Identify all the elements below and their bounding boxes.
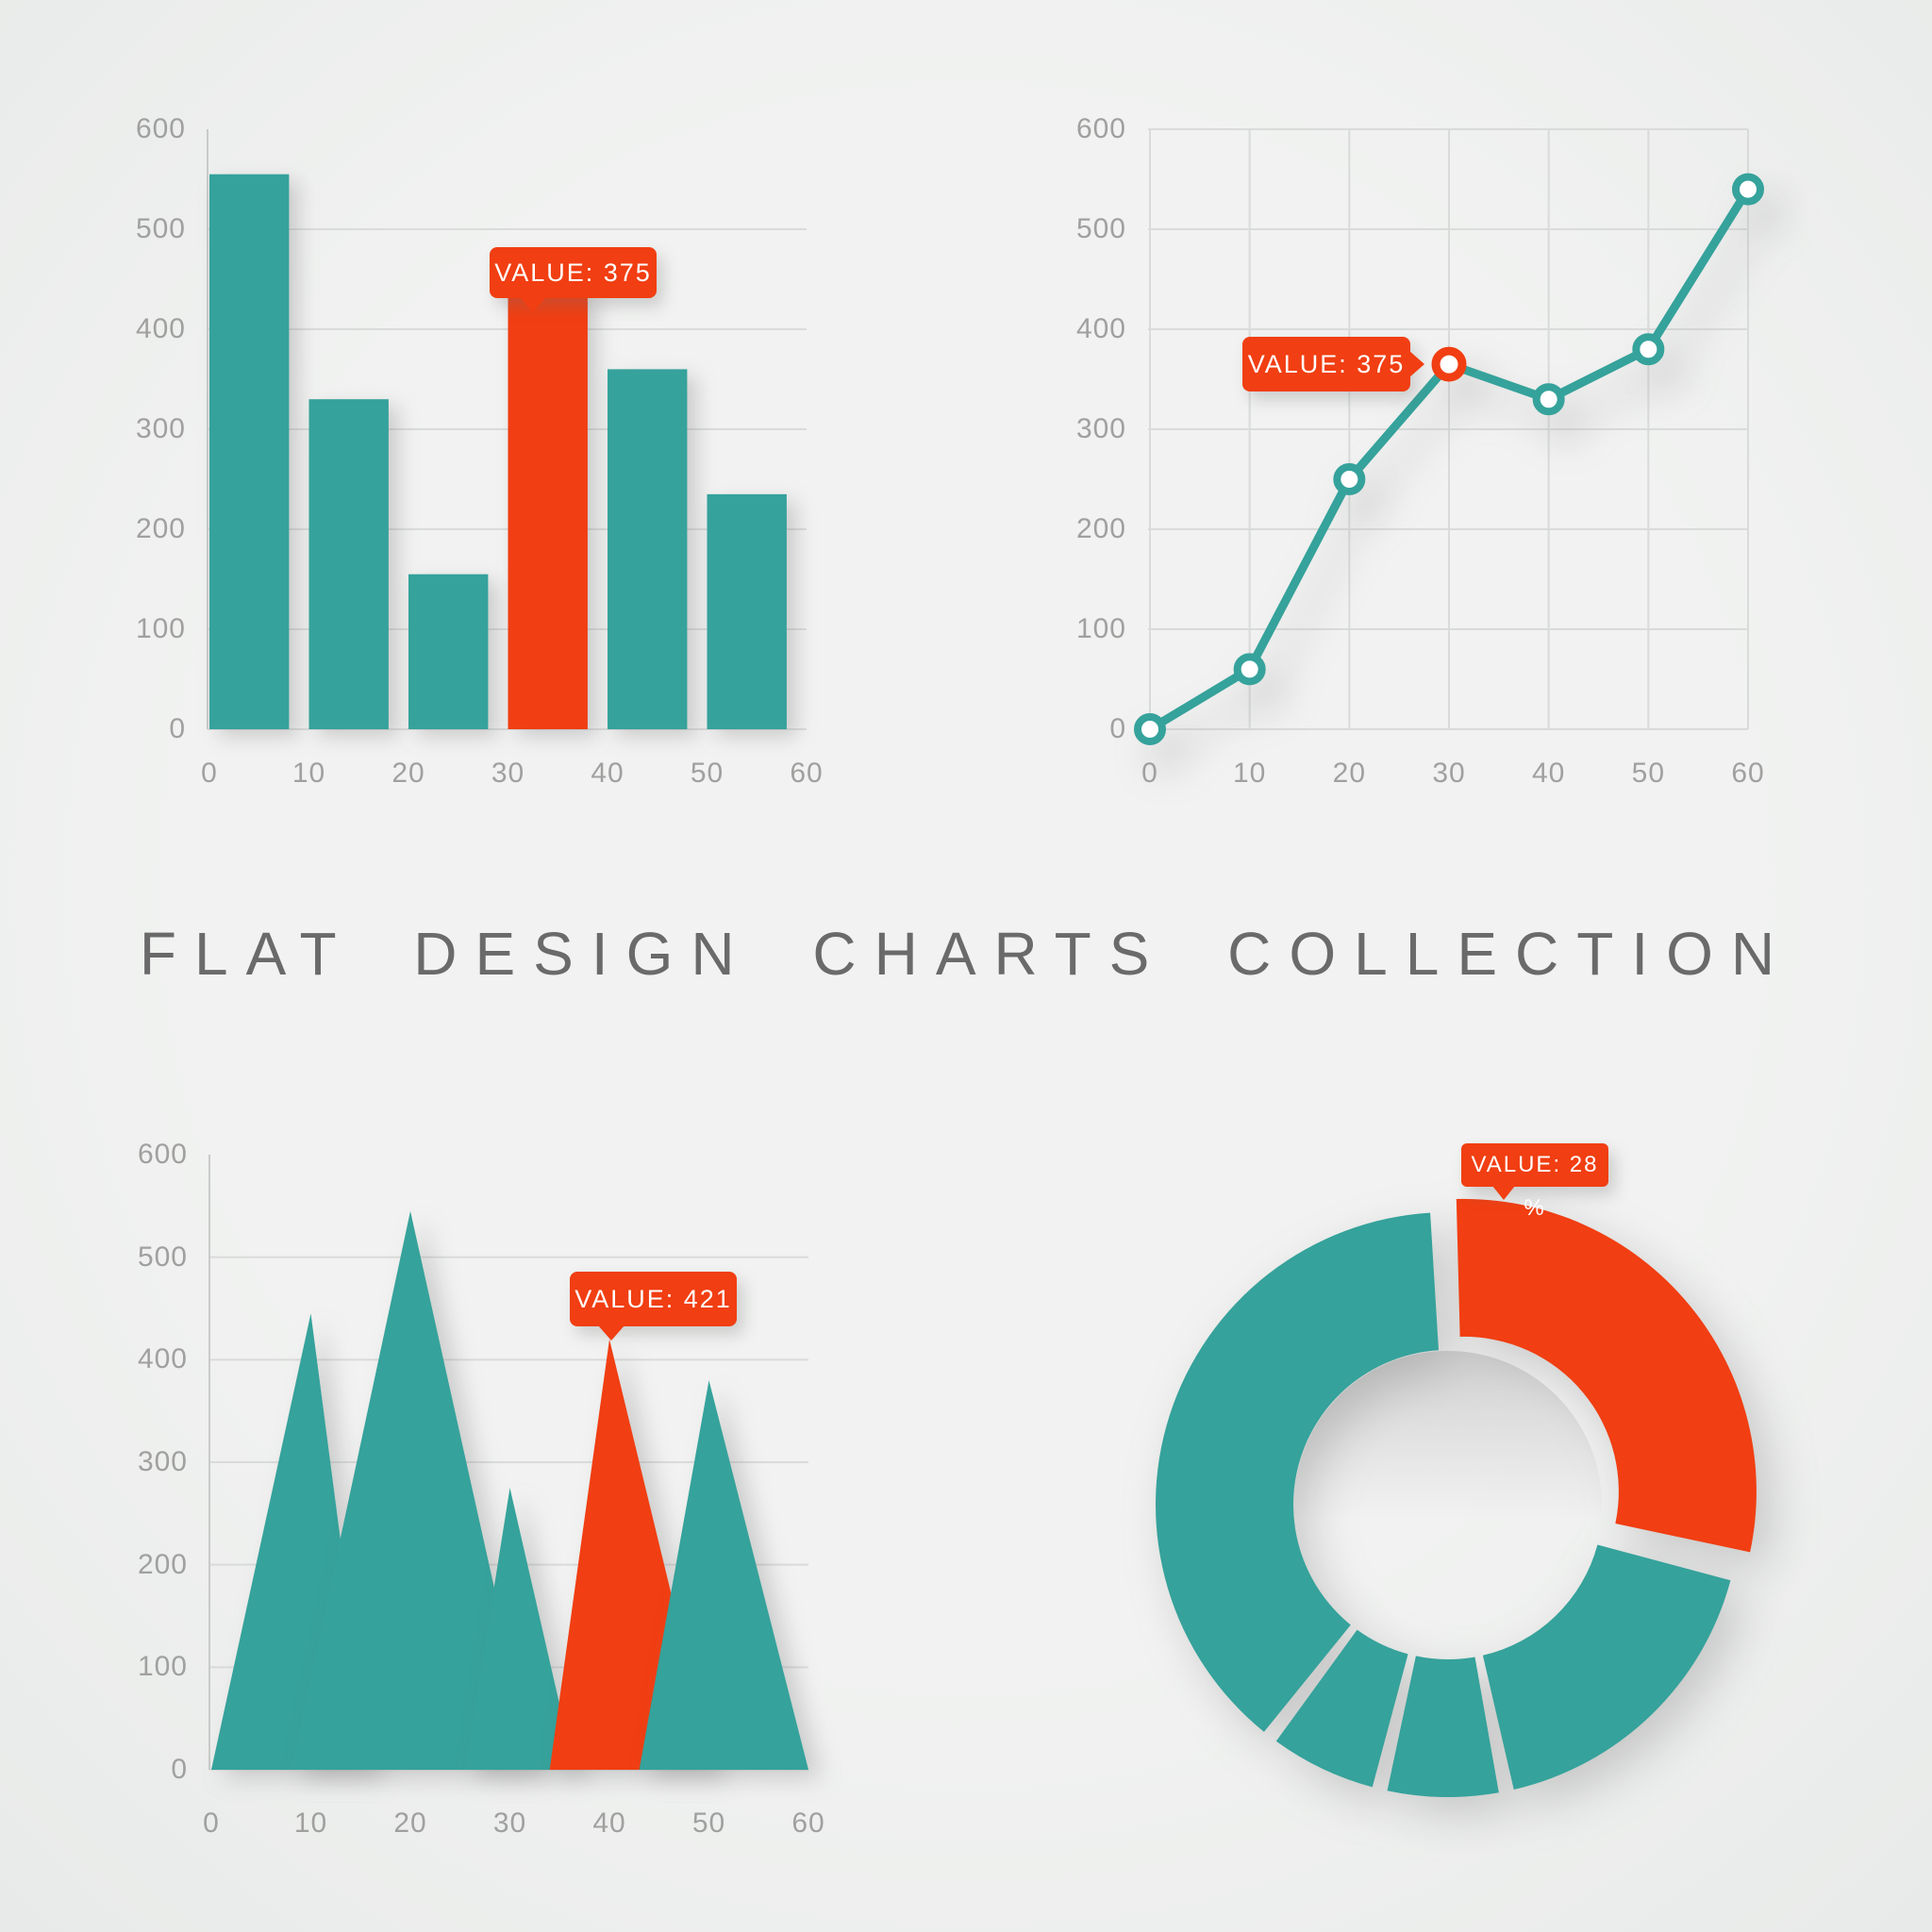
bar[interactable] [308,399,389,729]
y-tick-label: 200 [1075,513,1126,544]
donut-slice[interactable] [1482,1544,1731,1790]
line-chart [1134,128,1764,745]
y-tick-label: 0 [169,713,186,744]
bar-chart [207,129,807,730]
y-tick-label: 500 [137,1241,188,1273]
y-tick-label: 500 [135,213,186,244]
x-tick-label: 20 [1332,758,1367,789]
bar[interactable] [408,574,489,729]
donut-chart [1155,1198,1757,1797]
y-tick-label: 400 [135,313,186,344]
triangle[interactable] [465,1488,575,1770]
x-tick-label: 60 [1731,758,1765,789]
y-tick-label: 0 [171,1754,188,1785]
y-tick-label: 600 [135,113,186,144]
y-tick-label: 200 [135,513,186,544]
point-marker[interactable] [1333,463,1366,495]
x-tick-label: 0 [203,1807,220,1839]
y-tick-label: 100 [1075,613,1126,644]
mountain-chart-tooltip[interactable]: VALUE: 421 [570,1272,737,1341]
mountain-chart [208,1155,808,1771]
y-tick-label: 300 [137,1446,188,1477]
y-tick-label: 100 [137,1651,188,1683]
donut-slice-highlighted[interactable] [1456,1198,1757,1553]
y-tick-label: 100 [135,613,186,644]
point-marker-highlighted[interactable] [1431,346,1467,382]
line-series [1134,173,1764,745]
donut-slice[interactable] [1155,1212,1439,1732]
x-tick-label: 50 [690,758,724,789]
x-tick-label: 10 [1232,758,1267,789]
line-chart-tooltip[interactable]: VALUE: 375 [1242,337,1424,391]
point-marker[interactable] [1632,333,1665,366]
bar-chart-tooltip[interactable]: VALUE: 375 [490,247,657,312]
y-tick-label: 0 [1109,713,1126,744]
bar[interactable] [608,369,688,729]
x-tick-label: 50 [1631,758,1666,789]
x-tick-label: 10 [293,1807,328,1839]
bar[interactable] [209,174,290,729]
triangle[interactable] [639,1380,808,1770]
point-marker[interactable] [1233,653,1266,686]
donut-chart-tooltip[interactable]: VALUE: 28 % [1461,1143,1608,1221]
x-tick-label: 50 [691,1807,726,1839]
x-tick-label: 30 [1432,758,1466,789]
y-tick-label: 600 [1075,113,1126,144]
point-marker[interactable] [1732,173,1764,206]
donut-slices [1155,1198,1757,1797]
x-tick-label: 40 [591,758,625,789]
x-tick-label: 30 [491,758,525,789]
x-tick-label: 20 [391,758,425,789]
x-tick-label: 40 [592,1807,626,1839]
x-tick-label: 40 [1531,758,1566,789]
x-tick-label: 30 [492,1807,527,1839]
x-tick-label: 0 [1141,758,1158,789]
y-tick-label: 400 [1075,313,1126,344]
donut-slice[interactable] [1387,1656,1499,1797]
x-tick-label: 60 [790,758,824,789]
donut-slice[interactable] [1275,1629,1408,1788]
x-tick-label: 0 [201,758,218,789]
y-tick-label: 500 [1075,213,1126,244]
y-tick-label: 300 [1075,413,1126,444]
donut-hole [1294,1351,1602,1658]
x-tick-label: 20 [393,1807,427,1839]
y-tick-label: 300 [135,413,186,444]
x-tick-label: 60 [791,1807,825,1839]
point-marker[interactable] [1134,713,1166,745]
page-title: FLAT DESIGN CHARTS COLLECTION [139,920,1793,988]
y-tick-label: 400 [137,1343,188,1375]
x-tick-label: 10 [291,758,326,789]
bar-highlighted[interactable] [508,289,588,729]
bar[interactable] [707,493,787,729]
y-tick-label: 600 [137,1139,188,1170]
triangle[interactable] [291,1210,535,1770]
y-tick-label: 200 [137,1548,188,1580]
point-marker[interactable] [1532,383,1565,416]
